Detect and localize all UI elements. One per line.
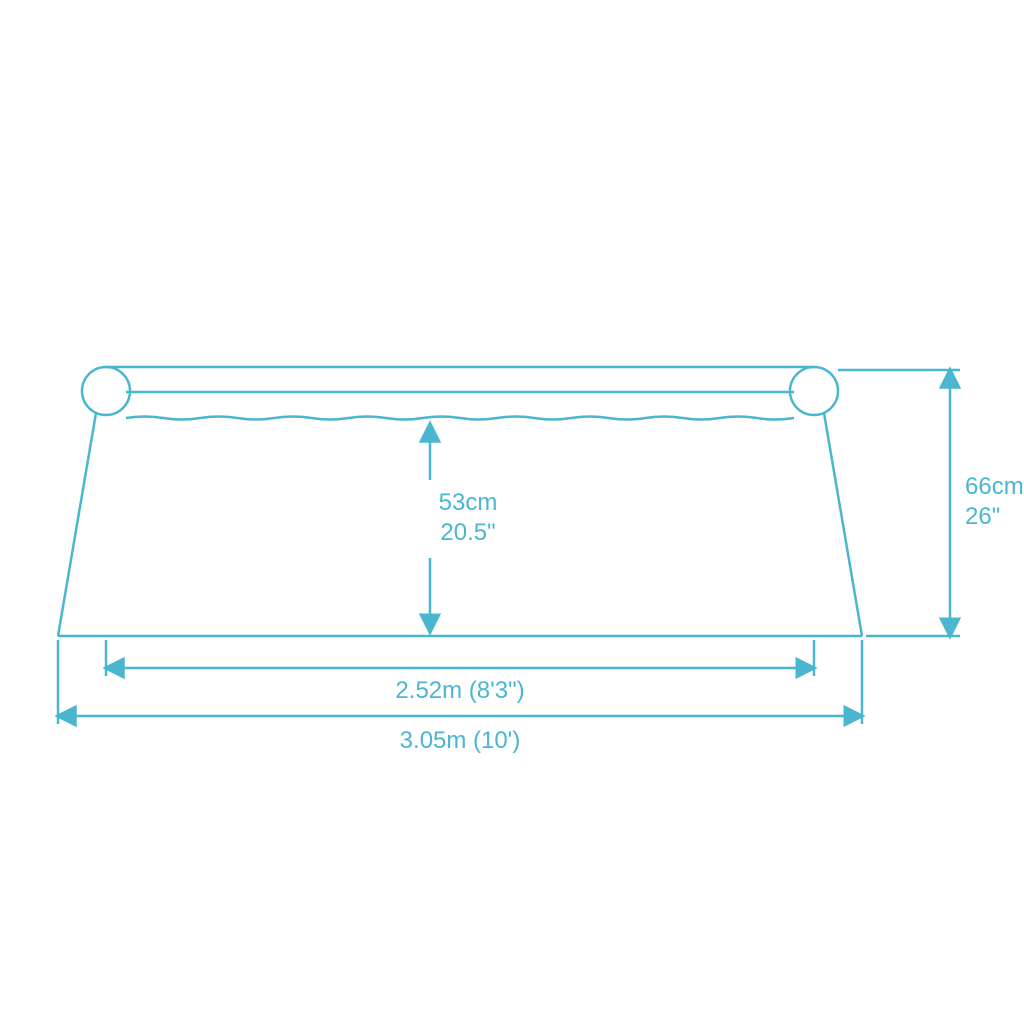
left-tube-circle bbox=[82, 367, 130, 415]
dim-water-depth-imperial: 20.5" bbox=[440, 519, 495, 546]
dim-total-height-metric: 66cm bbox=[965, 473, 1024, 500]
dim-outer-width-label: 3.05m (10') bbox=[400, 727, 521, 754]
pool-dimension-diagram: 53cm 20.5" 66cm 26" 2.52m (8'3") 3.05m (… bbox=[0, 0, 1024, 1024]
pool-right-side bbox=[824, 413, 862, 636]
dim-total-height-imperial: 26" bbox=[965, 503, 1000, 530]
pool-left-side bbox=[58, 413, 96, 636]
right-tube-circle bbox=[790, 367, 838, 415]
dim-inner-width bbox=[106, 640, 814, 676]
water-surface-line bbox=[126, 417, 794, 420]
dim-water-depth-metric: 53cm bbox=[439, 489, 498, 516]
dim-inner-width-label: 2.52m (8'3") bbox=[395, 677, 524, 704]
